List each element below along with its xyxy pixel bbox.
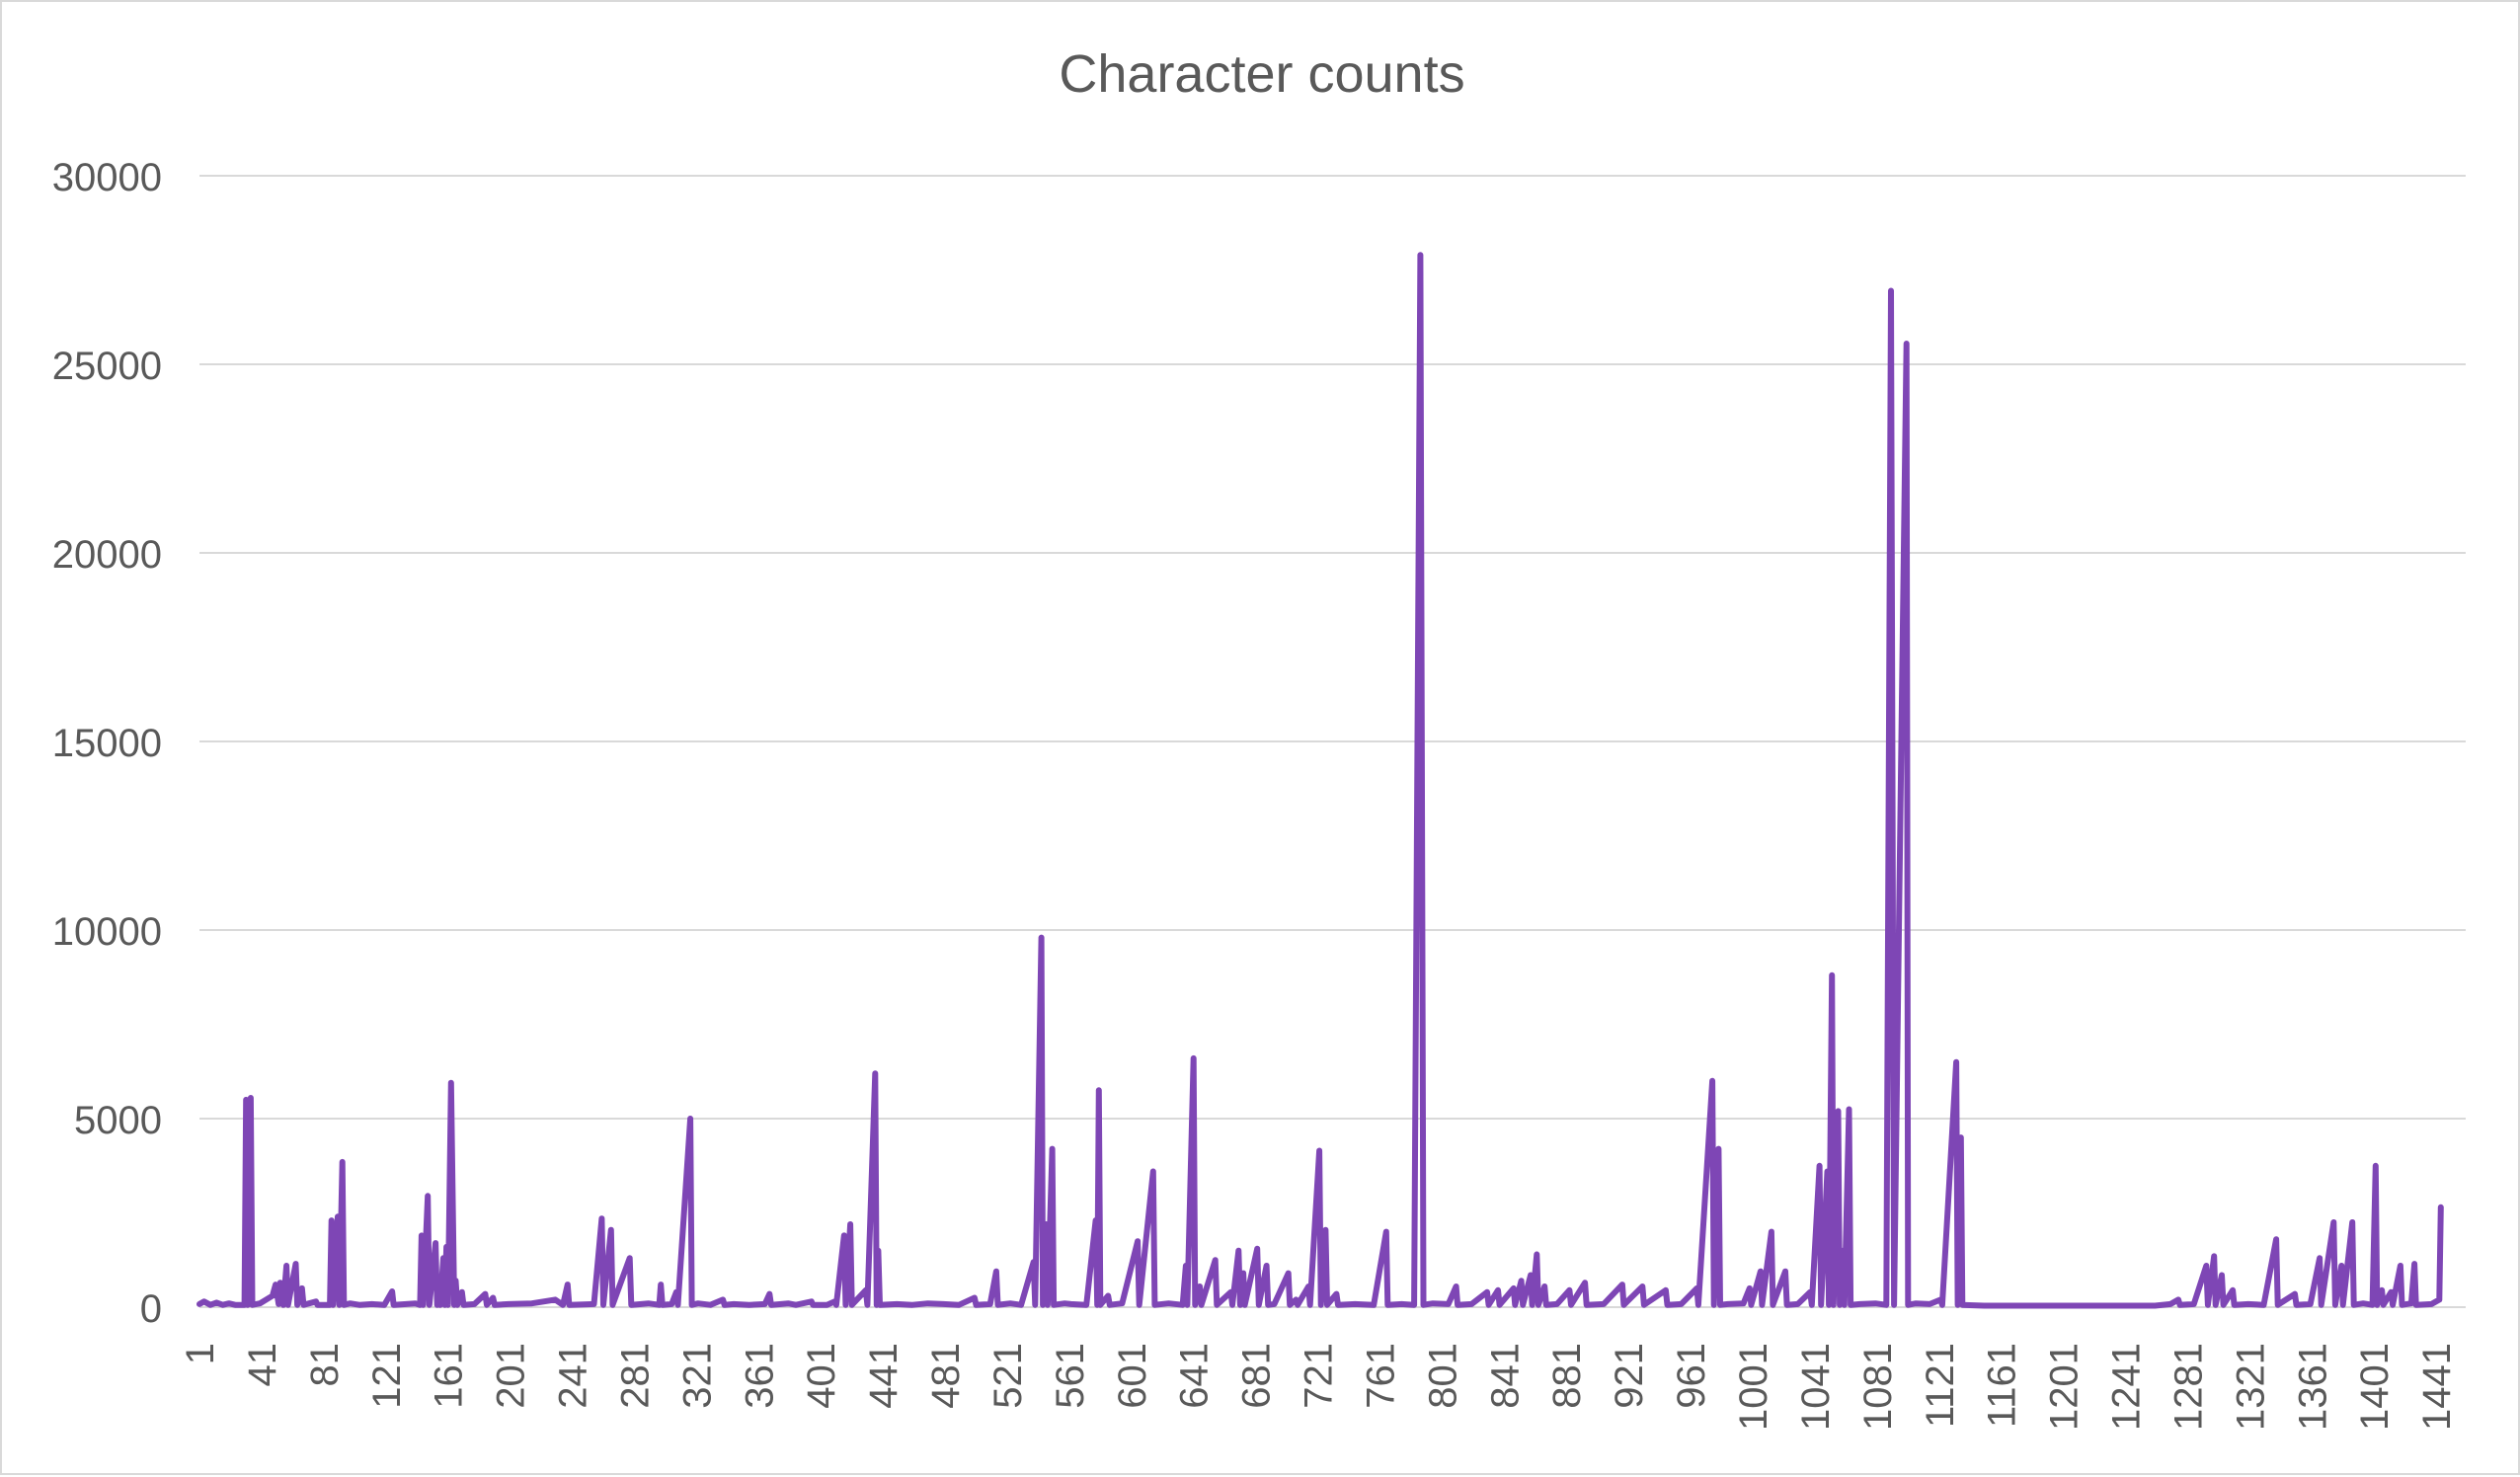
x-tick-label: 121 xyxy=(365,1343,409,1409)
x-tick-label: 761 xyxy=(1359,1343,1402,1409)
x-tick-label: 401 xyxy=(800,1343,843,1409)
gridlines xyxy=(199,175,2466,1308)
x-tick-label: 1201 xyxy=(2043,1343,2087,1431)
x-tick-label: 161 xyxy=(428,1343,471,1409)
x-tick-label: 281 xyxy=(613,1343,657,1409)
x-tick-label: 641 xyxy=(1173,1343,1217,1409)
x-tick-label: 321 xyxy=(675,1343,719,1409)
x-tick-label: 1241 xyxy=(2105,1343,2149,1431)
x-tick-label: 721 xyxy=(1298,1343,1341,1409)
x-tick-label: 1161 xyxy=(1981,1343,2024,1428)
x-tick-label: 1321 xyxy=(2229,1343,2272,1431)
y-tick-label: 30000 xyxy=(52,156,162,199)
x-tick-label: 1441 xyxy=(2415,1343,2459,1431)
chart-title: Character counts xyxy=(1059,44,1465,104)
x-tick-label: 1401 xyxy=(2353,1343,2397,1431)
x-tick-label: 81 xyxy=(303,1343,347,1387)
x-tick-label: 41 xyxy=(241,1343,284,1387)
x-tick-label: 681 xyxy=(1235,1343,1279,1409)
x-tick-label: 241 xyxy=(552,1343,595,1409)
x-tick-label: 881 xyxy=(1545,1343,1589,1409)
y-tick-label: 10000 xyxy=(52,910,162,954)
x-tick-label: 441 xyxy=(862,1343,906,1409)
x-tick-label: 1 xyxy=(179,1343,222,1364)
x-tick-label: 561 xyxy=(1049,1343,1092,1409)
x-tick-label: 801 xyxy=(1421,1343,1464,1409)
y-tick-label: 20000 xyxy=(52,533,162,577)
x-tick-label: 961 xyxy=(1670,1343,1713,1409)
y-tick-label: 0 xyxy=(140,1287,162,1331)
series-line-1 xyxy=(197,252,2444,1309)
series-layer xyxy=(197,252,2444,1309)
x-tick-label: 1081 xyxy=(1856,1343,1900,1431)
y-axis-tick-labels: 0 5000 10000 15000 20000 25000 30000 xyxy=(52,156,162,1331)
x-tick-label: 1281 xyxy=(2166,1343,2210,1431)
x-tick-label: 361 xyxy=(738,1343,781,1409)
x-tick-label: 521 xyxy=(986,1343,1030,1409)
x-tick-label: 921 xyxy=(1608,1343,1651,1409)
x-tick-label: 1361 xyxy=(2291,1343,2334,1431)
x-tick-label: 601 xyxy=(1111,1343,1154,1409)
y-tick-label: 5000 xyxy=(74,1099,162,1142)
x-tick-label: 201 xyxy=(490,1343,533,1409)
x-tick-label: 841 xyxy=(1483,1343,1527,1409)
y-tick-label: 25000 xyxy=(52,345,162,388)
y-tick-label: 15000 xyxy=(52,722,162,765)
x-axis-tick-labels: 1 41 81 121 161 201 241 281 321 361 401 441 481 521 56… xyxy=(179,1343,2459,1431)
x-tick-label: 1121 xyxy=(1919,1343,1962,1428)
x-tick-label: 1041 xyxy=(1794,1343,1838,1431)
x-tick-label: 481 xyxy=(924,1343,968,1409)
x-tick-label: 1001 xyxy=(1732,1343,1775,1431)
